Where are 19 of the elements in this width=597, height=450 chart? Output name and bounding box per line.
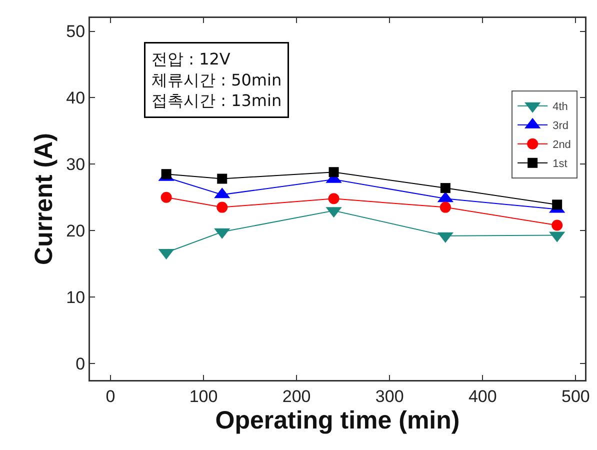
y-tick-label: 0 [76,354,86,374]
x-tick-label: 400 [468,386,497,406]
legend-label: 2nd [552,139,571,152]
y-tick-label: 50 [66,22,86,42]
x-axis-title: Operating time (min) [215,406,460,435]
x-tick-label: 100 [189,386,218,406]
legend-label: 3rd [552,120,568,132]
y-tick-label: 20 [66,222,86,240]
x-tick-label: 200 [282,386,311,406]
y-axis-title: Current (A) [30,133,58,265]
y-tick-label: 30 [66,155,86,174]
x-tick-label: 500 [562,386,590,406]
y-tick-label: 40 [66,88,86,108]
annotation: 전압 : 12V 체류시간 : 50min 접촉시간 : 13min [152,50,282,110]
x-tick-label: 300 [375,386,404,406]
y-tick-label: 10 [66,288,86,307]
legend-label: 1st [552,158,568,170]
x-tick-label: 0 [106,386,116,406]
legend-label: 4th [552,101,568,114]
